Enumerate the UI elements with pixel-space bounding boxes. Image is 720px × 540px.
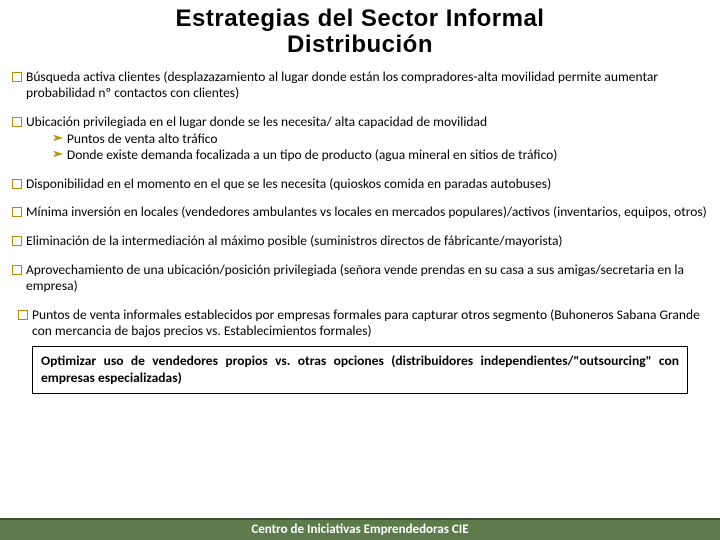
- bullet-text: Mínima inversión en locales (vendedores …: [26, 204, 707, 221]
- bullet-text: Búsqueda activa clientes (desplazazamien…: [26, 69, 708, 102]
- content-area: Búsqueda activa clientes (desplazazamien…: [0, 69, 720, 394]
- square-bullet-icon: [18, 310, 28, 320]
- sub-list: ➢ Puntos de venta alto tráfico ➢ Donde e…: [52, 131, 708, 164]
- square-bullet-icon: [12, 179, 22, 189]
- summary-box: Optimizar uso de vendedores propios vs. …: [32, 346, 688, 394]
- bullet-text: Puntos de venta informales establecidos …: [32, 307, 708, 340]
- sub-text: Puntos de venta alto tráfico: [67, 131, 218, 148]
- sub-text: Donde existe demanda focalizada a un tip…: [67, 147, 557, 164]
- bullet-text: Ubicación privilegiada en el lugar donde…: [26, 114, 487, 131]
- slide-title: Estrategias del Sector Informal Distribu…: [0, 0, 720, 69]
- bullet-item: Aprovechamiento de una ubicación/posició…: [12, 262, 708, 295]
- bullet-text: Aprovechamiento de una ubicación/posició…: [26, 262, 708, 295]
- square-bullet-icon: [12, 265, 22, 275]
- sub-item: ➢ Donde existe demanda focalizada a un t…: [52, 147, 708, 164]
- summary-text: Optimizar uso de vendedores propios vs. …: [41, 352, 679, 386]
- bullet-item: Eliminación de la intermediación al máxi…: [12, 233, 708, 250]
- arrow-bullet-icon: ➢: [52, 147, 63, 163]
- bullet-item: Mínima inversión en locales (vendedores …: [12, 204, 708, 221]
- footer-bar: Centro de Iniciativas Emprendedoras CIE: [0, 520, 720, 540]
- square-bullet-icon: [12, 117, 22, 127]
- bullet-item: Ubicación privilegiada en el lugar donde…: [12, 114, 708, 164]
- bullet-text: Disponibilidad en el momento en el que s…: [26, 176, 551, 193]
- title-line-1: Estrategias del Sector Informal: [176, 5, 545, 32]
- sub-item: ➢ Puntos de venta alto tráfico: [52, 131, 708, 148]
- bullet-text: Eliminación de la intermediación al máxi…: [26, 233, 563, 250]
- bullet-item: Búsqueda activa clientes (desplazazamien…: [12, 69, 708, 102]
- arrow-bullet-icon: ➢: [52, 131, 63, 147]
- bullet-item: Puntos de venta informales establecidos …: [12, 307, 708, 340]
- footer-text: Centro de Iniciativas Emprendedoras CIE: [251, 522, 468, 537]
- square-bullet-icon: [12, 207, 22, 217]
- square-bullet-icon: [12, 72, 22, 82]
- title-line-2: Distribución: [287, 31, 433, 58]
- bullet-item: Disponibilidad en el momento en el que s…: [12, 176, 708, 193]
- square-bullet-icon: [12, 236, 22, 246]
